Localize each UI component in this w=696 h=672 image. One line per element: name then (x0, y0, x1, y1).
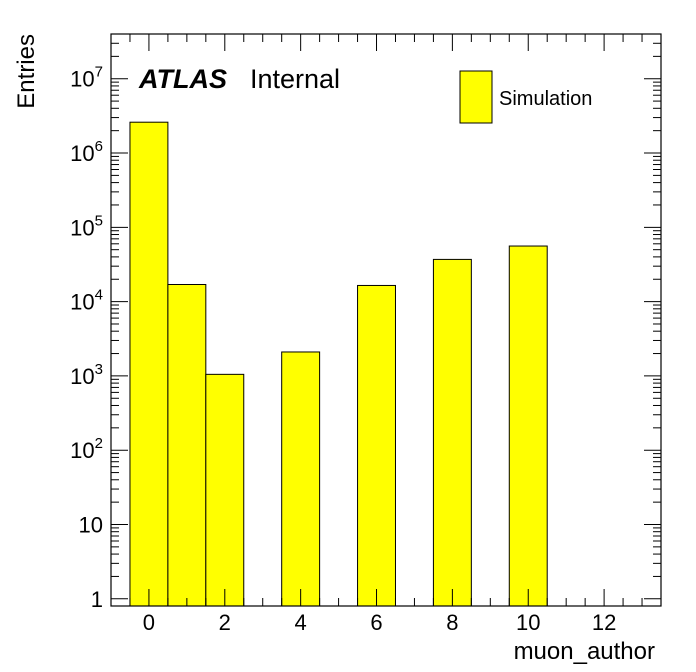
plot-frame (110, 33, 662, 607)
histogram-bar (167, 283, 207, 607)
y-tick-label: 1 (91, 587, 103, 612)
y-tick-label: 103 (70, 361, 103, 389)
status-label: Internal (250, 64, 340, 94)
histogram-bar (432, 258, 472, 607)
histogram-bar (281, 351, 321, 607)
legend-swatch (459, 70, 493, 124)
y-tick-label: 106 (70, 138, 103, 166)
y-tick-label: 107 (70, 64, 103, 92)
x-tick-label: 4 (295, 610, 307, 635)
y-axis-title: Entries (13, 34, 40, 109)
y-tick-label: 105 (70, 212, 103, 240)
histogram-bar (205, 373, 245, 607)
x-tick-labels: 0 2 4 6 8 10 12 (143, 610, 617, 635)
x-axis-title: muon_author (514, 638, 655, 665)
y-tick-label: 10 (79, 513, 103, 538)
axis-ticks (110, 33, 662, 606)
histogram-bar (508, 245, 548, 607)
x-tick-label: 0 (143, 610, 155, 635)
x-tick-label: 2 (219, 610, 231, 635)
y-tick-labels: 1 10 102 103 104 105 106 107 (70, 64, 103, 612)
atlas-label: ATLAS (138, 64, 227, 94)
legend-label: Simulation (499, 88, 592, 110)
histogram-bar (357, 284, 396, 607)
x-tick-label: 6 (370, 610, 382, 635)
x-tick-label: 10 (516, 610, 540, 635)
x-tick-label: 12 (592, 610, 616, 635)
bars-layer (129, 121, 548, 607)
y-tick-label: 102 (70, 435, 103, 463)
histogram-bar (129, 121, 169, 607)
y-tick-label: 104 (70, 287, 103, 315)
x-tick-label: 8 (446, 610, 458, 635)
